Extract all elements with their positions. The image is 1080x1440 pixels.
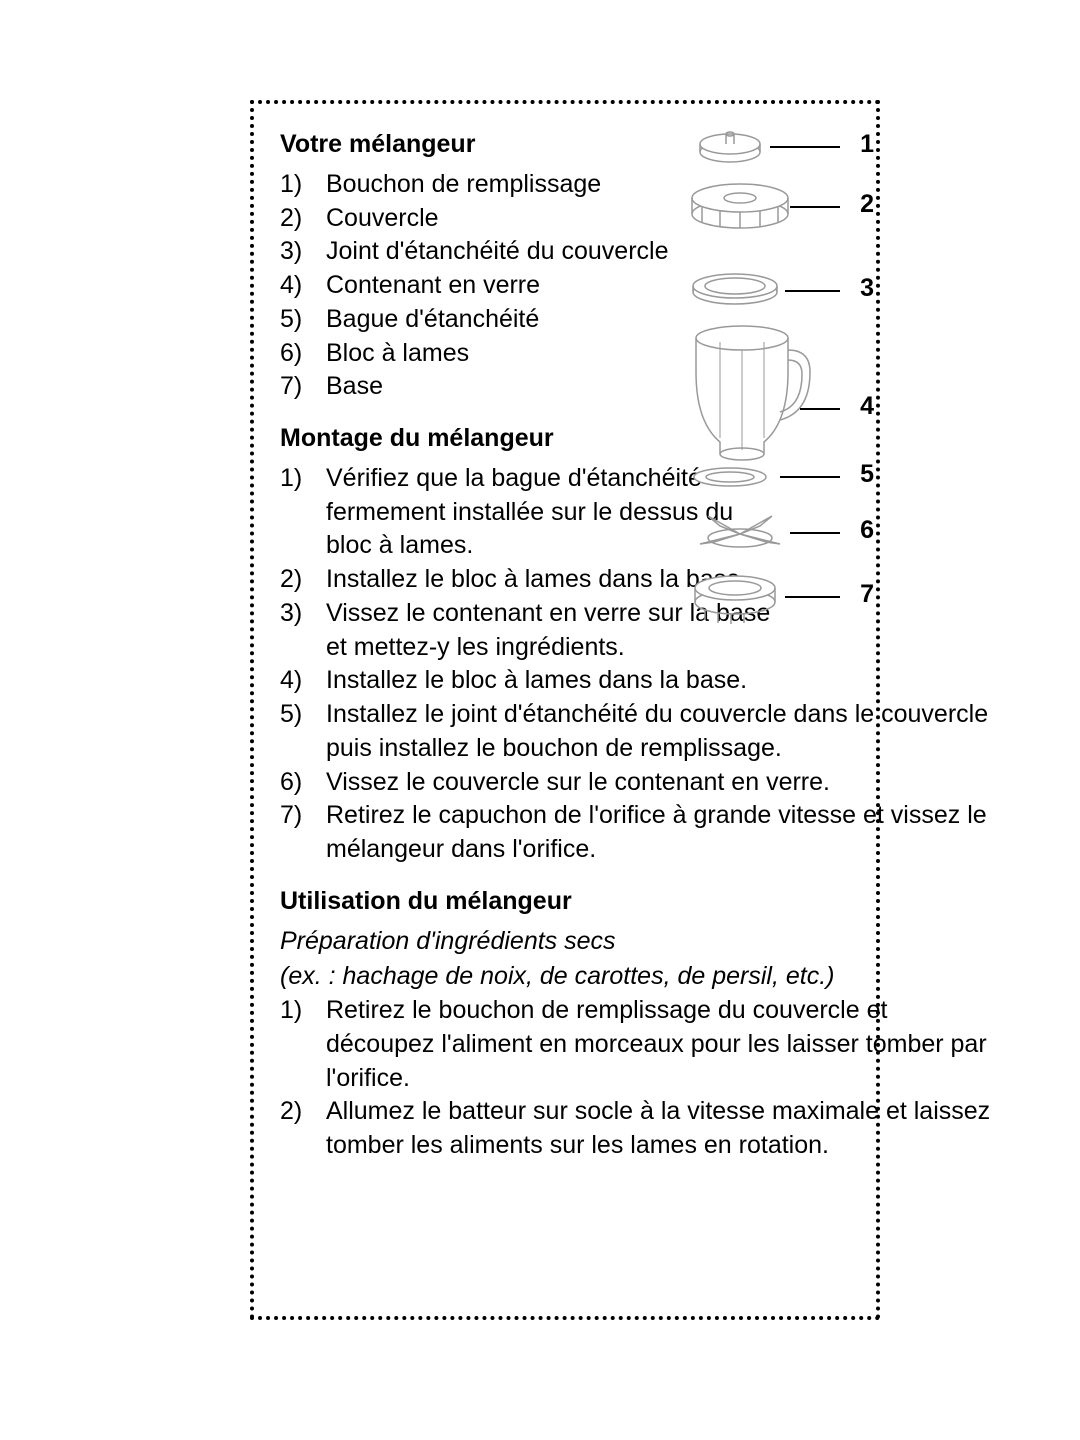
item-text: Bouchon de remplissage xyxy=(326,168,1000,202)
list-item: 2)Couvercle xyxy=(280,202,1000,236)
section-title-assembly: Montage du mélangeur xyxy=(280,422,1000,456)
callout-lead-line xyxy=(770,146,840,148)
item-text: Retirez le capuchon de l'orifice à grand… xyxy=(326,799,1000,867)
item-number: 4) xyxy=(280,664,326,698)
callout-number: 3 xyxy=(860,274,874,303)
item-number: 2) xyxy=(280,202,326,236)
callout-lead-line xyxy=(785,596,840,598)
item-number: 7) xyxy=(280,370,326,404)
callout-number: 4 xyxy=(860,392,874,421)
list-item: 6)Bloc à lames xyxy=(280,337,1000,371)
item-text: Base xyxy=(326,370,1000,404)
assembly-list: 1)Vérifiez que la bague d'étanchéité est… xyxy=(280,462,1000,867)
list-item: 6)Vissez le couvercle sur le contenant e… xyxy=(280,766,1000,800)
item-number: 2) xyxy=(280,563,326,597)
item-text: Vérifiez que la bague d'étanchéité est f… xyxy=(326,462,1000,563)
item-number: 7) xyxy=(280,799,326,833)
item-number: 1) xyxy=(280,462,326,496)
usage-list: 1)Retirez le bouchon de remplissage du c… xyxy=(280,994,1000,1163)
list-item: 7)Retirez le capuchon de l'orifice à gra… xyxy=(280,799,1000,867)
section-title-usage: Utilisation du mélangeur xyxy=(280,885,1000,919)
diagram-part-1-icon xyxy=(680,126,780,166)
list-item: 2)Allumez le batteur sur socle à la vite… xyxy=(280,1095,1000,1163)
item-number: 5) xyxy=(280,698,326,732)
list-item: 3)Joint d'étanchéité du couvercle xyxy=(280,235,1000,269)
item-text: Vissez le couvercle sur le contenant en … xyxy=(326,766,1000,800)
callout-lead-line xyxy=(785,290,840,292)
item-text: Contenant en verre xyxy=(326,269,1000,303)
item-number: 5) xyxy=(280,303,326,337)
diagram-part-3-icon xyxy=(680,268,790,308)
item-number: 3) xyxy=(280,597,326,631)
item-text: Vissez le contenant en verre sur la base… xyxy=(326,597,1000,665)
usage-subtitle-1: Préparation d'ingrédients secs xyxy=(280,925,1000,959)
item-text: Bague d'étanchéité xyxy=(326,303,1000,337)
list-item: 3)Vissez le contenant en verre sur la ba… xyxy=(280,597,1000,665)
exploded-diagram: 1234567 xyxy=(670,118,870,658)
item-number: 6) xyxy=(280,766,326,800)
diagram-part-2-icon xyxy=(680,174,800,234)
parts-list: 1)Bouchon de remplissage 2)Couvercle 3)J… xyxy=(280,168,1000,404)
usage-subtitle-2: (ex. : hachage de noix, de carottes, de … xyxy=(280,960,1000,994)
callout-lead-line xyxy=(780,476,840,478)
list-item: 5)Installez le joint d'étanchéité du cou… xyxy=(280,698,1000,766)
callout-lead-line xyxy=(790,206,840,208)
list-item: 5)Bague d'étanchéité xyxy=(280,303,1000,337)
callout-number: 2 xyxy=(860,190,874,219)
list-item: 1)Retirez le bouchon de remplissage du c… xyxy=(280,994,1000,1095)
item-text: Installez le joint d'étanchéité du couve… xyxy=(326,698,1000,766)
item-number: 1) xyxy=(280,168,326,202)
callout-number: 5 xyxy=(860,460,874,489)
list-item: 4)Contenant en verre xyxy=(280,269,1000,303)
callout-number: 7 xyxy=(860,580,874,609)
item-number: 3) xyxy=(280,235,326,269)
diagram-part-7-icon xyxy=(680,570,790,630)
item-text: Couvercle xyxy=(326,202,1000,236)
item-text: Installez le bloc à lames dans la base. xyxy=(326,563,1000,597)
callout-lead-line xyxy=(800,408,840,410)
item-number: 2) xyxy=(280,1095,326,1129)
item-number: 6) xyxy=(280,337,326,371)
item-text: Retirez le bouchon de remplissage du cou… xyxy=(326,994,1000,1095)
list-item: 1)Vérifiez que la bague d'étanchéité est… xyxy=(280,462,1000,563)
callout-number: 1 xyxy=(860,130,874,159)
item-number: 1) xyxy=(280,994,326,1028)
diagram-part-6-icon xyxy=(680,504,800,554)
item-text: Allumez le batteur sur socle à la vitess… xyxy=(326,1095,1000,1163)
list-item: 7)Base xyxy=(280,370,1000,404)
item-text: Joint d'étanchéité du couvercle xyxy=(326,235,1000,269)
list-item: 4)Installez le bloc à lames dans la base… xyxy=(280,664,1000,698)
item-text: Installez le bloc à lames dans la base. xyxy=(326,664,1000,698)
list-item: 2)Installez le bloc à lames dans la base… xyxy=(280,563,1000,597)
list-item: 1)Bouchon de remplissage xyxy=(280,168,1000,202)
callout-number: 6 xyxy=(860,516,874,545)
item-number: 4) xyxy=(280,269,326,303)
diagram-part-4-icon xyxy=(680,322,820,462)
item-text: Bloc à lames xyxy=(326,337,1000,371)
callout-lead-line xyxy=(790,532,840,534)
section-title-parts: Votre mélangeur xyxy=(280,128,1000,162)
diagram-part-5-icon xyxy=(680,464,780,490)
